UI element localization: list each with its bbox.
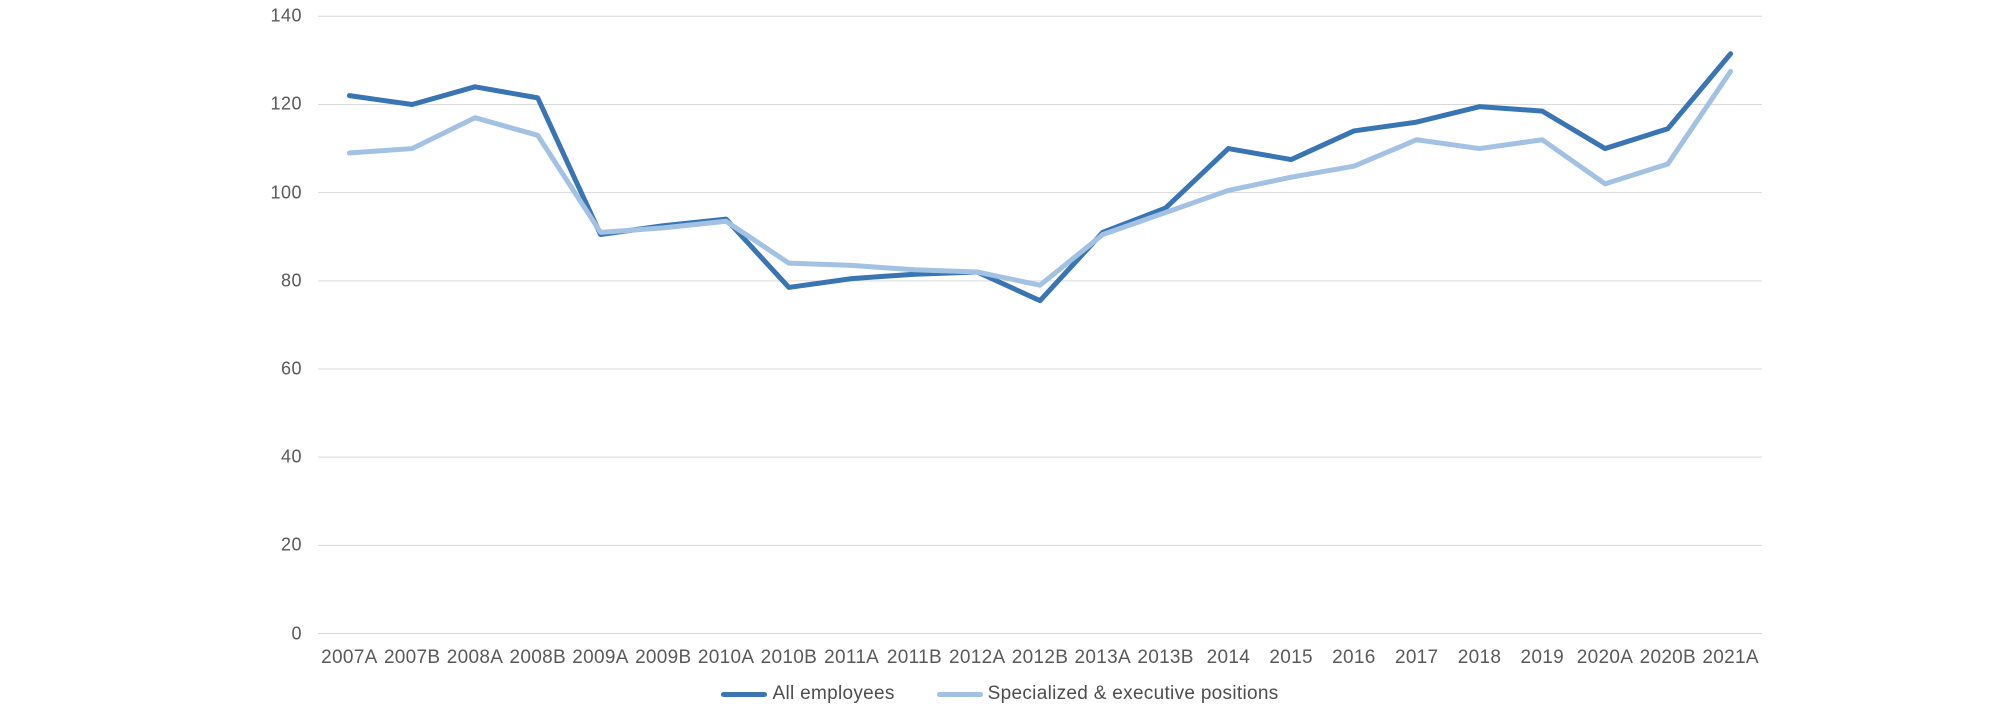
y-axis-tick-label: 80: [280, 270, 302, 291]
y-axis-tick-label: 0: [291, 623, 302, 643]
legend-line-swatch-dark-blue: [721, 691, 768, 697]
y-axis-tick-label: 120: [270, 93, 302, 114]
x-axis-tick-label: 2012B: [1011, 647, 1069, 668]
x-axis-tick-label: 2011B: [886, 647, 942, 668]
series-line-all-employees: [346, 51, 1734, 304]
y-axis-tick-label: 40: [280, 446, 302, 467]
y-axis-tick-label: 60: [280, 358, 302, 379]
x-axis-tick-label: 2010B: [760, 647, 818, 668]
x-axis-tick-label: 2010A: [697, 647, 755, 668]
x-axis-tick-label: 2019: [1520, 647, 1564, 668]
legend-item-specialized-executive: Specialized & executive positions: [936, 683, 1279, 705]
x-axis-tick-label: 2012A: [948, 647, 1006, 668]
x-axis-tick-label: 2020A: [1576, 647, 1634, 668]
x-axis-tick-label: 2016: [1332, 647, 1376, 668]
x-axis-tick-label: 2021A: [1702, 647, 1759, 668]
x-axis-tick-label: 2014: [1206, 647, 1251, 668]
x-axis-tick-label: 2009B: [635, 647, 692, 668]
y-axis-tick-label: 100: [270, 182, 302, 203]
x-axis-tick-label: 2008B: [509, 647, 566, 668]
x-axis-tick-label: 2009A: [572, 647, 629, 668]
x-axis-tick-label: 2013B: [1137, 647, 1194, 668]
x-axis-tick-label: 2017: [1394, 647, 1439, 668]
legend-label: All employees: [772, 683, 895, 704]
legend-label: Specialized & executive positions: [987, 683, 1279, 704]
x-axis-tick-label: 2007A: [321, 647, 378, 668]
x-axis-tick-label: 2011A: [824, 647, 880, 668]
x-axis-tick-label: 2007B: [383, 647, 441, 668]
y-axis-tick-label: 20: [280, 534, 302, 555]
x-axis-tick-label: 2018: [1457, 647, 1502, 668]
legend-line-swatch-light-blue: [936, 691, 983, 697]
x-axis-tick-label: 2020B: [1639, 647, 1697, 668]
legend-item-all-employees: All employees: [721, 683, 894, 705]
series-line-specialized-executive-positions: [346, 68, 1734, 288]
series-lines: [346, 51, 1734, 304]
x-axis-tick-label: 2013A: [1074, 647, 1132, 668]
y-axis-tick-label: 140: [270, 5, 302, 26]
chart-legend: All employees Specialized & executive po…: [0, 683, 2000, 705]
x-axis-tick-label: 2015: [1269, 647, 1313, 668]
gridlines: [318, 15, 1762, 634]
x-axis-tick-label: 2008A: [446, 647, 504, 668]
